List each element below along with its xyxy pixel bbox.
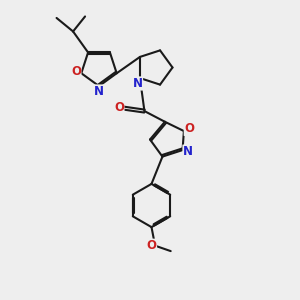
Text: N: N	[133, 77, 142, 90]
Text: N: N	[94, 85, 104, 98]
Text: O: O	[114, 101, 124, 114]
Text: N: N	[183, 145, 193, 158]
Text: O: O	[184, 122, 194, 135]
Text: O: O	[71, 65, 81, 78]
Text: O: O	[146, 239, 157, 252]
